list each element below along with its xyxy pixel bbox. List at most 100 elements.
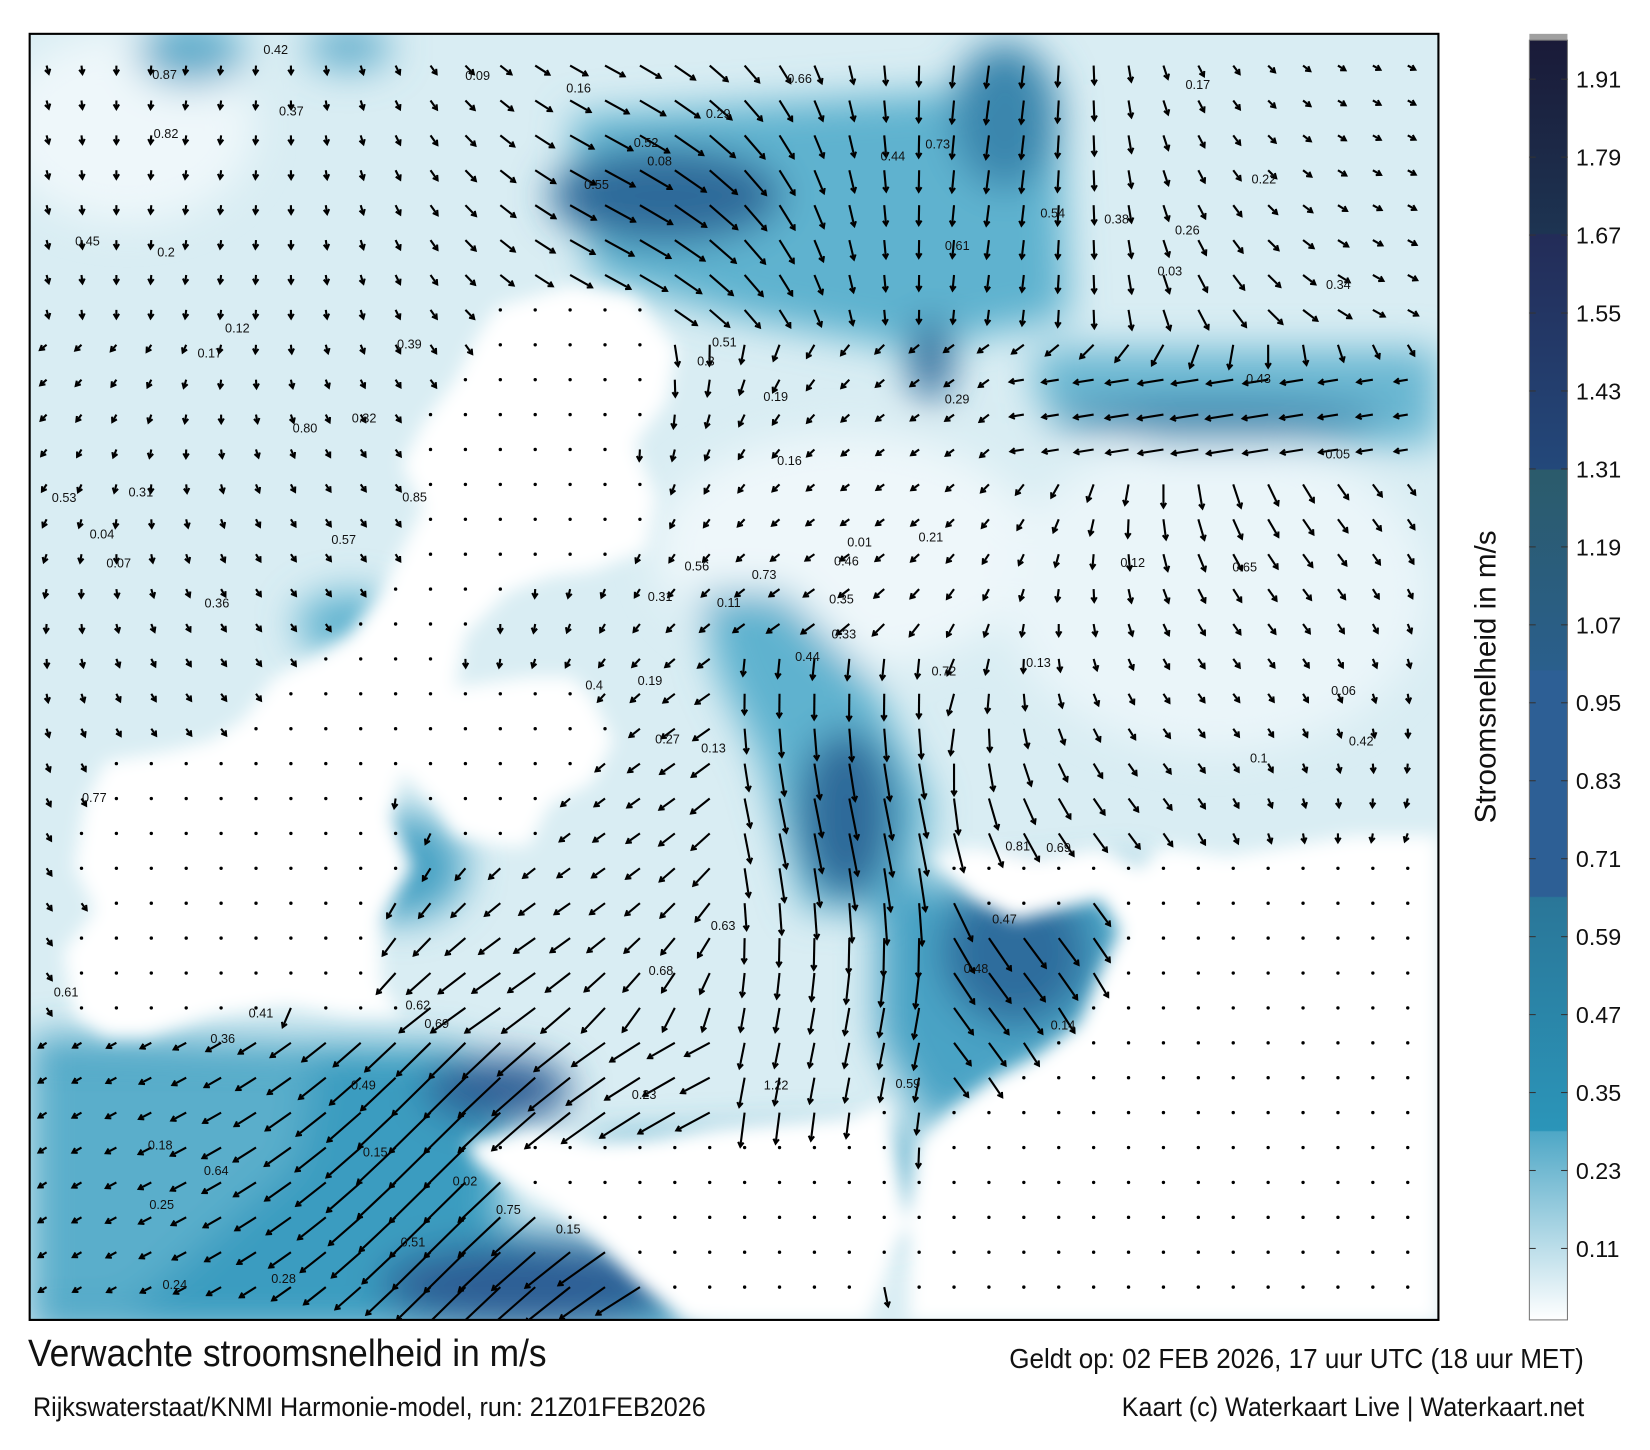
arrow-head bbox=[805, 450, 813, 458]
current-arrow bbox=[571, 1041, 606, 1067]
arrow-head bbox=[983, 285, 991, 293]
current-arrow bbox=[709, 169, 738, 195]
arrow-head bbox=[945, 709, 953, 717]
current-arrow bbox=[741, 658, 746, 676]
land-grid-dot bbox=[359, 936, 363, 940]
land-grid-dot bbox=[324, 866, 328, 871]
arrow-head bbox=[583, 986, 591, 993]
current-arrow bbox=[1020, 135, 1025, 159]
arrow-head bbox=[1054, 81, 1062, 89]
land-grid-dot bbox=[1371, 901, 1375, 905]
arrow-head bbox=[737, 420, 745, 428]
land-grid-dot bbox=[1161, 866, 1166, 871]
land-grid-dot bbox=[1091, 866, 1096, 871]
arrow-head bbox=[506, 69, 514, 76]
land-grid-dot bbox=[533, 482, 537, 487]
arrow-head bbox=[1085, 495, 1093, 504]
arrow-head bbox=[913, 1128, 921, 1136]
arrow-head bbox=[978, 451, 986, 459]
land-grid-dot bbox=[428, 657, 433, 661]
current-arrow bbox=[418, 902, 432, 919]
arrow-head bbox=[623, 947, 630, 955]
arrow-head bbox=[1237, 247, 1244, 255]
current-arrow bbox=[205, 1041, 222, 1053]
arrow-head bbox=[1236, 502, 1244, 510]
current-arrow bbox=[699, 972, 711, 995]
current-arrow bbox=[604, 239, 634, 257]
land-grid-dot bbox=[463, 517, 468, 521]
arrow-head bbox=[219, 521, 227, 530]
land-grid-dot bbox=[673, 1250, 677, 1254]
speed-value-label: 0.25 bbox=[149, 1198, 174, 1212]
colorbar-tick-label: 0.11 bbox=[1576, 1236, 1620, 1262]
land-grid-dot bbox=[603, 482, 607, 487]
land-grid-dot bbox=[1057, 1250, 1061, 1254]
arrow-head bbox=[1269, 662, 1276, 670]
arrow-head bbox=[1017, 153, 1026, 161]
arrow-head bbox=[589, 248, 597, 256]
land-grid-dot bbox=[1301, 1145, 1305, 1150]
arrow-head bbox=[760, 189, 768, 197]
current-arrow bbox=[773, 1077, 781, 1106]
land-grid-dot bbox=[428, 692, 433, 696]
land-grid-dot bbox=[359, 1006, 363, 1010]
arrow-head bbox=[671, 391, 679, 399]
current-arrow bbox=[709, 99, 733, 121]
land-grid-dot bbox=[638, 1215, 642, 1220]
land-grid-dot bbox=[1231, 1250, 1235, 1254]
arrow-head bbox=[255, 660, 263, 668]
land-grid-dot bbox=[428, 727, 433, 731]
land-grid-dot bbox=[1336, 1285, 1340, 1289]
land-grid-dot bbox=[463, 692, 468, 696]
arrow-head bbox=[982, 668, 990, 676]
arrow-head bbox=[496, 1070, 504, 1077]
land-grid-dot bbox=[1196, 1145, 1201, 1150]
current-arrow bbox=[388, 1146, 432, 1189]
land-grid-dot bbox=[638, 343, 642, 347]
current-arrow bbox=[701, 1007, 711, 1032]
arrow-head bbox=[949, 285, 957, 293]
current-arrow bbox=[1280, 413, 1304, 420]
current-arrow bbox=[423, 1181, 467, 1224]
land-grid-dot bbox=[254, 936, 258, 940]
arrow-head bbox=[1266, 837, 1274, 845]
arrow-head bbox=[44, 242, 52, 251]
arrow-head bbox=[532, 1065, 540, 1073]
arrow-head bbox=[771, 418, 779, 426]
land-grid-dot bbox=[498, 343, 503, 347]
arrow-head bbox=[1334, 837, 1342, 845]
current-arrow bbox=[743, 728, 748, 753]
arrow-head bbox=[1069, 1027, 1076, 1035]
speed-value-label: 0.17 bbox=[197, 346, 222, 360]
arrow-head bbox=[775, 961, 783, 969]
speed-value-label: 0.29 bbox=[706, 107, 731, 121]
current-arrow bbox=[1232, 204, 1243, 217]
arrow-head bbox=[1402, 836, 1410, 844]
arrow-head bbox=[205, 1289, 213, 1297]
arrow-head bbox=[184, 591, 192, 599]
arrow-head bbox=[104, 1182, 112, 1190]
arrow-head bbox=[1304, 627, 1312, 635]
land-grid-dot bbox=[1371, 1041, 1375, 1045]
arrow-head bbox=[1305, 594, 1313, 602]
current-arrow bbox=[883, 763, 892, 801]
current-arrow bbox=[776, 658, 781, 678]
arrow-head bbox=[432, 174, 439, 182]
arrow-head bbox=[802, 591, 810, 598]
arrow-head bbox=[182, 138, 190, 146]
land-grid-dot bbox=[184, 866, 188, 871]
speed-value-label: 0.44 bbox=[881, 150, 906, 164]
current-arrow bbox=[1127, 274, 1133, 294]
land-grid-dot bbox=[1231, 1180, 1235, 1185]
arrow-head bbox=[1101, 846, 1109, 854]
arrow-head bbox=[37, 1286, 45, 1293]
arrow-head bbox=[887, 833, 896, 842]
arrow-head bbox=[1054, 595, 1062, 604]
land-grid-dot bbox=[289, 831, 293, 836]
arrow-head bbox=[1054, 287, 1062, 295]
current-arrow bbox=[778, 868, 786, 903]
arrow-head bbox=[737, 453, 745, 461]
arrow-head bbox=[70, 1147, 78, 1154]
arrow-head bbox=[74, 380, 82, 388]
land-grid-dot bbox=[568, 377, 572, 382]
